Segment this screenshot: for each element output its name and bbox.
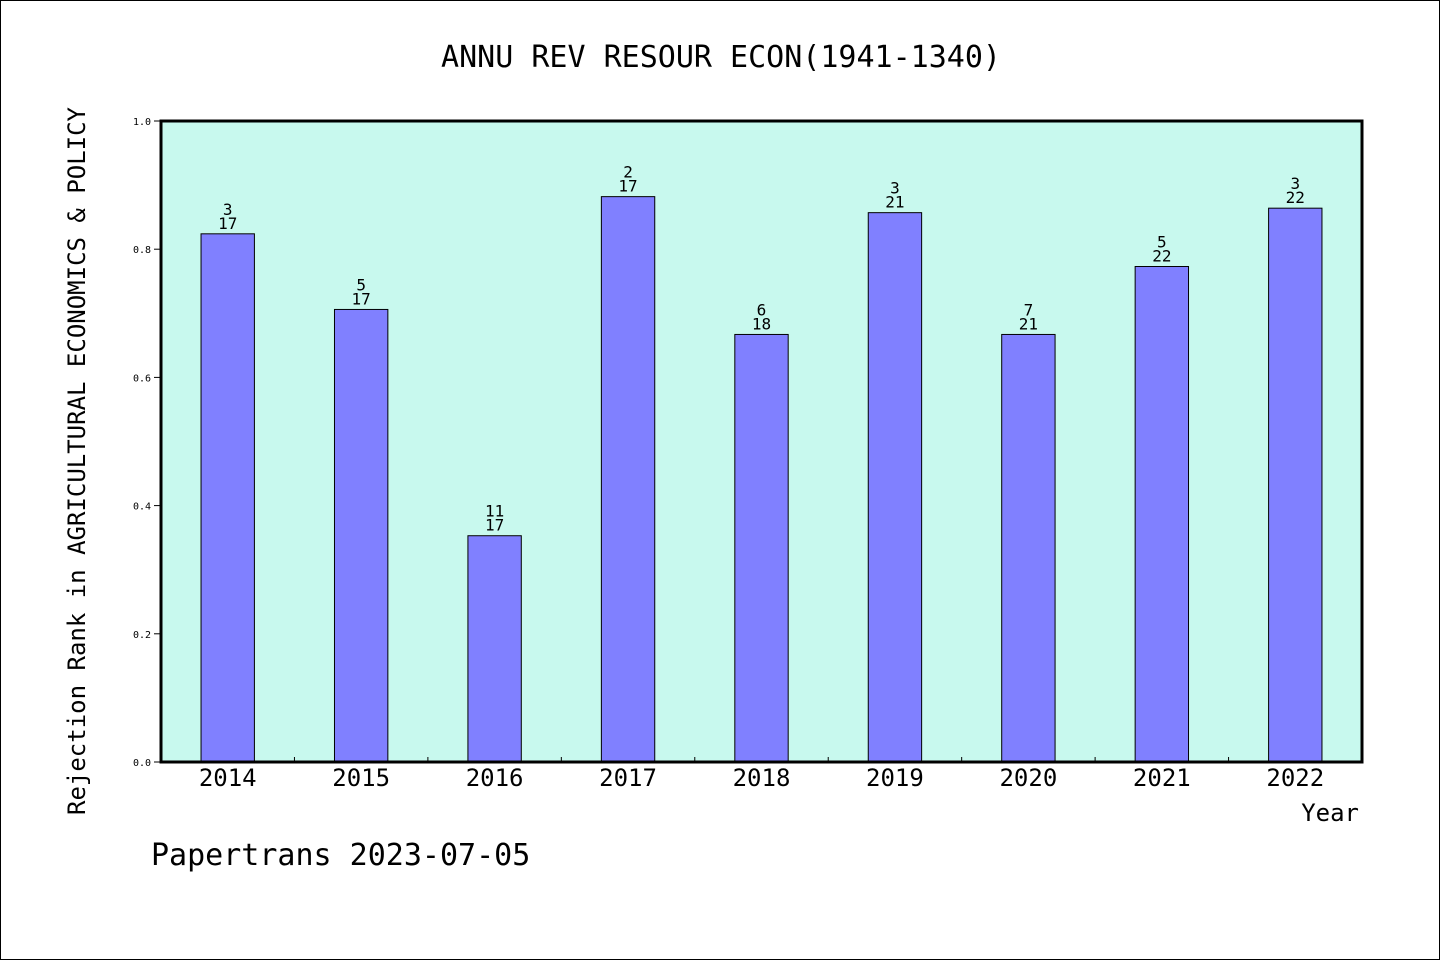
y-axis-title: Rejection Rank in AGRICULTURAL ECONOMICS… (63, 106, 91, 815)
y-tick-label: 0.0 (133, 758, 151, 769)
x-tick-label: 2020 (999, 764, 1057, 792)
bar-2016 (467, 535, 522, 763)
x-tick-label: 2022 (1266, 764, 1324, 792)
y-tick-label: 0.6 (133, 373, 151, 384)
x-tick-label: 2021 (1133, 764, 1191, 792)
bar-2014 (200, 233, 255, 763)
bar-total-label: 17 (618, 177, 637, 196)
bar-total-label: 22 (1152, 247, 1171, 266)
plot-border (159, 119, 1364, 764)
bar-rank-label: 7 (1024, 300, 1034, 319)
y-tick-label: 1.0 (133, 117, 151, 128)
bar-2022 (1268, 207, 1323, 763)
bar-rank-label: 6 (757, 300, 767, 319)
bar-total-label: 17 (485, 516, 504, 535)
bar-total-label: 18 (752, 314, 771, 333)
footer-credit: Papertrans 2023-07-05 (151, 838, 530, 873)
x-axis: 2014 2015 2016 2017 2018 2019 2020 2021 2022 (199, 764, 1324, 792)
bar-rank-label: 5 (356, 275, 366, 294)
bar-2015 (333, 308, 389, 763)
x-tick-label: 2017 (599, 764, 657, 792)
x-axis-title: Year (1301, 799, 1359, 827)
bar-rank-label: 11 (485, 502, 504, 521)
bar-2019 (867, 212, 923, 763)
x-tick-label: 2016 (466, 764, 524, 792)
x-tick-label: 2014 (199, 764, 257, 792)
bar-rank-label: 3 (1290, 174, 1300, 193)
x-tick-label: 2018 (733, 764, 791, 792)
y-tick-label: 0.4 (133, 502, 151, 513)
bar-2021 (1134, 266, 1190, 763)
bar-2017 (600, 196, 656, 763)
bar-rank-label: 2 (623, 163, 633, 182)
bar-total-label: 22 (1286, 188, 1305, 207)
y-axis: 0.0 0.2 0.4 0.6 0.8 1.0 (133, 117, 161, 769)
bar-2018 (734, 333, 789, 763)
bar-total-label: 17 (352, 289, 371, 308)
x-tick-label: 2015 (332, 764, 390, 792)
bar-2020 (1001, 333, 1056, 763)
bar-total-label: 21 (885, 193, 904, 212)
y-tick-label: 0.8 (133, 245, 151, 256)
x-axis-minor-ticks (293, 757, 1230, 762)
chart-title: ANNU REV RESOUR ECON(1941-1340) (441, 40, 1001, 75)
bar-rank-label: 5 (1157, 233, 1167, 252)
y-tick-label: 0.2 (133, 630, 151, 641)
bar-rank-label: 3 (890, 179, 900, 198)
bar-total-label: 21 (1019, 314, 1038, 333)
bar-total-label: 17 (218, 214, 237, 233)
bar-rank-label: 3 (223, 200, 233, 219)
x-tick-label: 2019 (866, 764, 924, 792)
